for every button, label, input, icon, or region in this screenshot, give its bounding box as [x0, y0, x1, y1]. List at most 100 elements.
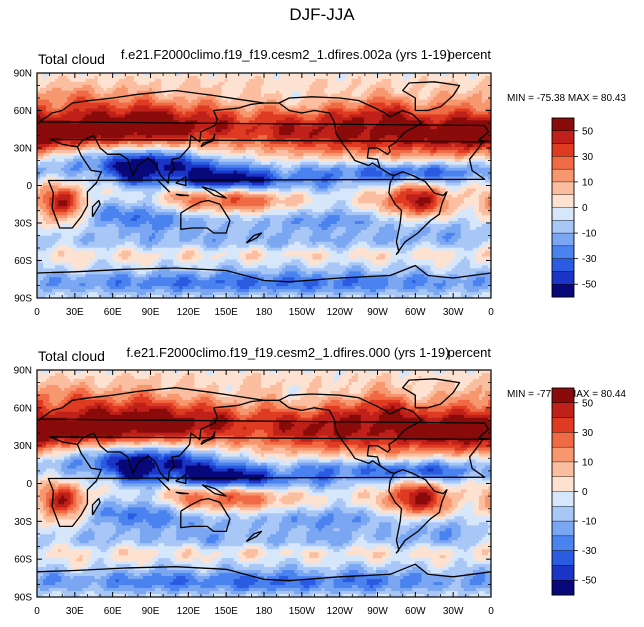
field-cell [173, 105, 177, 110]
field-cell [109, 111, 114, 116]
field-cell [421, 105, 426, 110]
field-cell [164, 93, 168, 98]
field-cell [442, 105, 447, 110]
field-cell [348, 73, 353, 77]
field-cell [58, 90, 62, 95]
field-cell [288, 117, 292, 121]
field-cell [224, 90, 229, 95]
field-cell [130, 81, 135, 86]
field-cell [478, 114, 483, 119]
field-cell [309, 108, 314, 113]
field-cell [133, 111, 138, 116]
field-cell [158, 93, 162, 98]
field-cell [257, 93, 262, 98]
field-cell [73, 105, 77, 110]
field-cell [97, 73, 102, 77]
field-cell [167, 73, 171, 77]
field-cell [306, 99, 310, 104]
field-cell [173, 96, 177, 101]
field-cell [200, 87, 205, 92]
field-cell [55, 111, 59, 116]
field-cell [454, 96, 459, 101]
field-cell [372, 96, 377, 101]
field-cell [372, 75, 377, 80]
field-cell [360, 99, 365, 104]
field-cell [430, 105, 435, 110]
field-cell [288, 78, 292, 83]
field-cell [248, 75, 253, 80]
field-cell [155, 108, 159, 113]
field-cell [484, 78, 489, 83]
field-cell [76, 75, 80, 80]
field-cell [348, 90, 353, 95]
field-cell [61, 81, 65, 86]
field-cell [487, 111, 491, 116]
field-cell [64, 114, 68, 119]
field-cell [55, 114, 59, 119]
field-cell [203, 108, 208, 113]
field-cell [185, 105, 189, 110]
field-cell [64, 90, 68, 95]
field-cell [185, 102, 189, 107]
field-cell [52, 81, 56, 86]
field-cell [270, 84, 274, 89]
field-cell [251, 90, 256, 95]
field-cell [397, 78, 401, 83]
field-cell [388, 108, 392, 113]
field-cell [487, 93, 491, 98]
field-cell [215, 114, 220, 119]
field-cell [327, 81, 332, 86]
field-cell [142, 99, 147, 104]
field-cell [336, 99, 341, 104]
field-cell [239, 81, 244, 86]
field-cell [109, 78, 114, 83]
field-cell [327, 93, 332, 98]
field-cell [318, 81, 323, 86]
field-cell [40, 99, 44, 104]
field-cell [466, 87, 471, 92]
field-cell [37, 117, 41, 121]
field-cell [333, 99, 338, 104]
field-cell [321, 99, 326, 104]
field-cell [264, 78, 268, 83]
field-cell [91, 93, 96, 98]
field-cell [64, 93, 68, 98]
field-cell [136, 105, 141, 110]
field-cell [67, 108, 71, 113]
field-cell [424, 75, 429, 80]
field-cell [215, 75, 220, 80]
field-cell [76, 87, 80, 92]
field-cell [203, 78, 208, 83]
field-cell [106, 75, 111, 80]
field-cell [88, 111, 93, 116]
field-cell [279, 105, 283, 110]
field-cell [176, 105, 180, 110]
field-cell [43, 114, 47, 119]
field-cell [224, 93, 229, 98]
field-cell [115, 108, 120, 113]
field-cell [170, 73, 174, 77]
field-cell [194, 96, 199, 101]
field-cell [158, 75, 162, 80]
field-cell [475, 105, 480, 110]
field-cell [397, 117, 401, 121]
field-cell [475, 108, 480, 113]
field-cell [236, 111, 241, 116]
field-cell [221, 108, 226, 113]
panel-left-title: Total cloud [38, 51, 105, 67]
field-cell [294, 108, 298, 113]
field-cell [100, 96, 105, 101]
field-cell [379, 96, 383, 101]
field-cell [282, 96, 286, 101]
field-cell [391, 73, 395, 77]
field-cell [70, 114, 74, 119]
field-cell [369, 84, 374, 89]
field-cell [418, 73, 422, 77]
field-cell [127, 105, 132, 110]
field-cell [369, 78, 374, 83]
field-cell [276, 111, 280, 116]
field-cell [118, 73, 123, 77]
field-cell [481, 99, 486, 104]
field-cell [297, 84, 301, 89]
field-cell [327, 96, 332, 101]
